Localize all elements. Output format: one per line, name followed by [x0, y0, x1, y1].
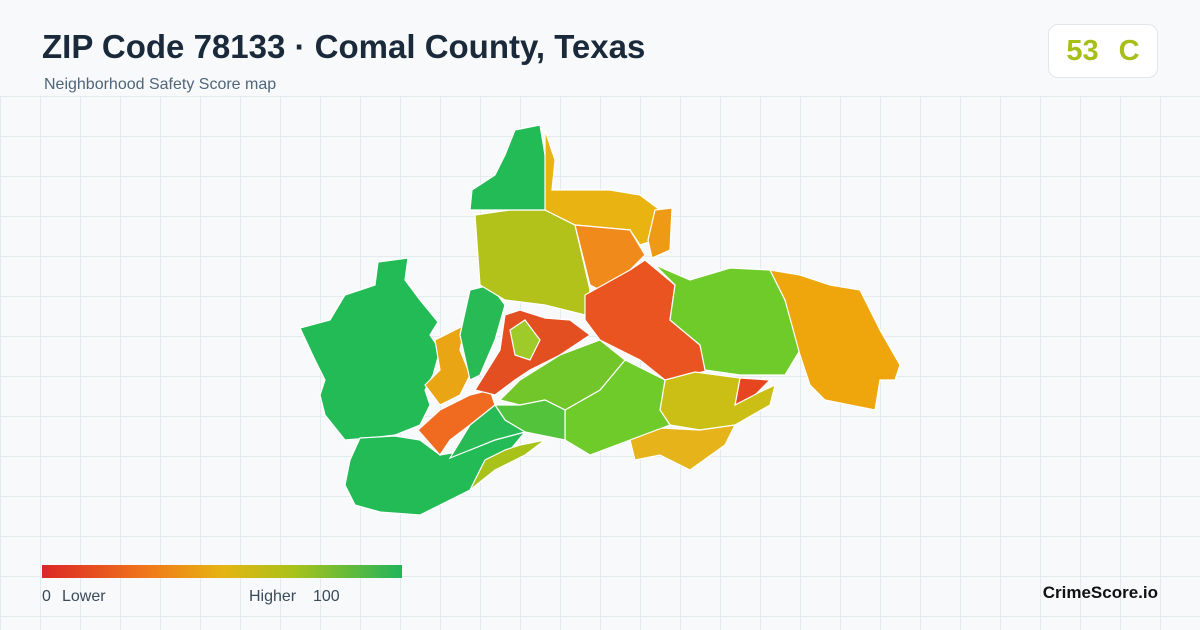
region	[469, 439, 546, 491]
legend-gradient	[42, 565, 402, 578]
region	[768, 269, 901, 411]
region	[629, 424, 737, 471]
subtitle: Neighborhood Safety Score map	[44, 76, 277, 93]
score-grade: C	[1118, 34, 1140, 67]
legend-min: 0	[42, 588, 51, 605]
region	[448, 404, 527, 460]
legend-min-label: Lower	[62, 588, 106, 605]
title: ZIP Code 78133 · Comal County, Texas	[42, 28, 646, 65]
region	[299, 257, 441, 441]
region	[509, 319, 541, 361]
region	[469, 124, 549, 211]
region	[459, 284, 506, 381]
score-value: 53	[1066, 34, 1099, 67]
region	[647, 207, 673, 259]
brand: CrimeScore.io	[1042, 583, 1158, 602]
score-badge: 53 C	[1048, 24, 1158, 78]
region	[654, 264, 801, 376]
legend-max-label: Higher	[249, 588, 297, 605]
region	[424, 323, 471, 406]
legend-max: 100	[313, 588, 340, 605]
